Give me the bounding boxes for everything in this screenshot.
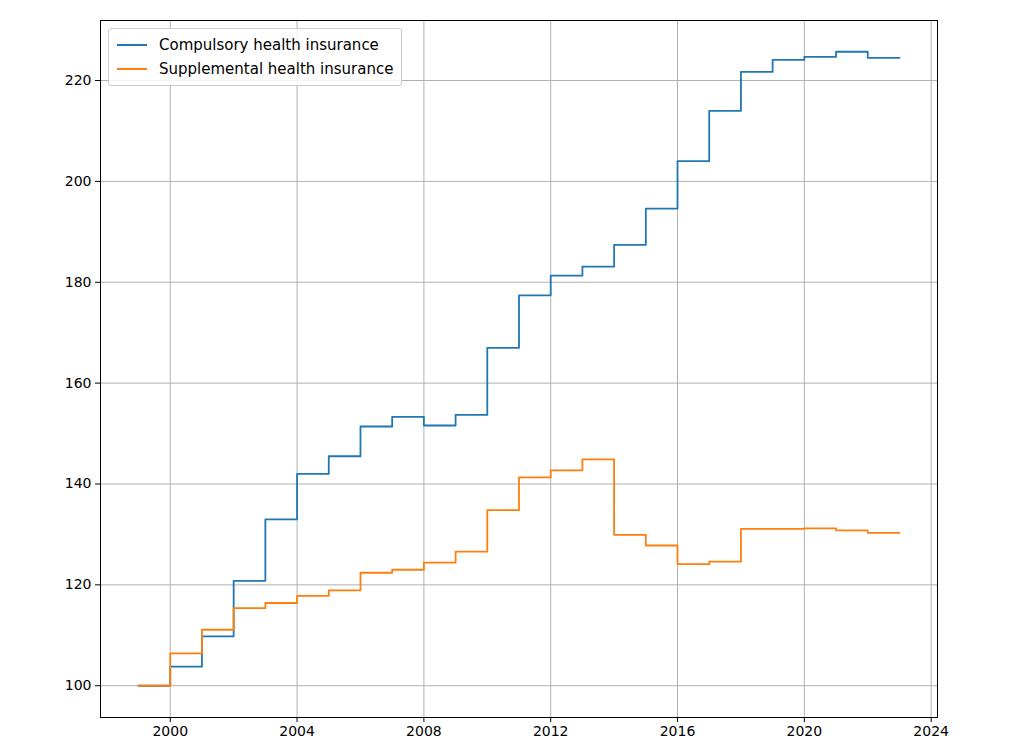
svg-text:2024: 2024 <box>913 723 949 739</box>
svg-text:100: 100 <box>65 677 92 693</box>
html-text:Supplemental health insurance: Supplemental health insurance <box>159 60 394 78</box>
svg-text:2016: 2016 <box>660 723 696 739</box>
svg-text:2000: 2000 <box>152 723 188 739</box>
svg-text:160: 160 <box>65 375 92 391</box>
svg-text:140: 140 <box>65 475 92 491</box>
svg-text:2008: 2008 <box>406 723 442 739</box>
svg-text:2004: 2004 <box>279 723 315 739</box>
svg-text:2020: 2020 <box>787 723 823 739</box>
svg-text:200: 200 <box>65 173 92 189</box>
svg-text:180: 180 <box>65 274 92 290</box>
svg-text:220: 220 <box>65 72 92 88</box>
html-text:Compulsory health insurance: Compulsory health insurance <box>159 36 379 54</box>
svg-text:2012: 2012 <box>533 723 569 739</box>
svg-text:120: 120 <box>65 576 92 592</box>
